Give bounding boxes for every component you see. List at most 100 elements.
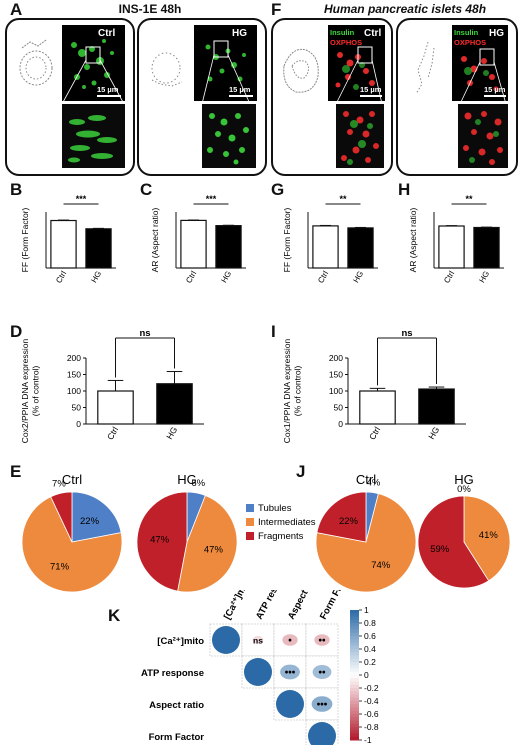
colorbar-tick-label: 1 <box>364 605 369 615</box>
mito-trace-a-hg <box>151 52 183 87</box>
chart-c: AR (Aspect ratio) Ctrl HG *** <box>150 194 246 285</box>
colorbar-step <box>350 642 359 647</box>
colorbar-step <box>350 645 359 650</box>
pie-e-ctrl-slice-fragments <box>50 491 73 543</box>
pie-e-hg-title: HG <box>177 472 197 487</box>
pie-j-ctrl-title: Ctrl <box>356 472 376 487</box>
scale-bar-a-ctrl <box>97 95 121 97</box>
micrograph-f-hg <box>452 25 508 101</box>
ytick-label-d: 200 <box>67 353 81 363</box>
xtick-label-b: HG <box>89 270 103 285</box>
colorbar-step <box>350 688 359 692</box>
stain-label-oxphos-hg: OXPHOS <box>454 38 487 47</box>
ylabel-i: Cox1/PPIA DNA expression <box>282 339 292 444</box>
scale-bar-a-hg <box>229 95 253 97</box>
pie-e-hg-label: 47% <box>150 534 170 545</box>
panel-letter-j: J <box>296 462 306 481</box>
scale-f-hg: 15 µm <box>484 85 506 94</box>
mito-trace-a-ctrl <box>19 39 53 86</box>
legend-swatch-intermediates <box>246 518 254 526</box>
ytick-label-i: 50 <box>334 403 344 413</box>
ytick-label-d: 100 <box>67 386 81 396</box>
bar-d-hg <box>156 383 193 425</box>
mito-trace-f-ctrl <box>283 48 319 93</box>
zoom-lines-a-ctrl <box>62 60 125 105</box>
colorbar-tick-label: 0.8 <box>364 618 376 628</box>
colorbar-step <box>350 639 359 643</box>
panel-letter-h: H <box>398 180 411 199</box>
colorbar-step <box>350 727 359 731</box>
sig-label-i: ns <box>401 330 412 339</box>
bar-b-ctrl <box>50 219 77 269</box>
bar-g-hg <box>347 227 374 269</box>
colorbar-step <box>350 697 359 702</box>
ytick-label-i: 0 <box>338 419 343 429</box>
ylabel-h: AR (Aspect ratio) <box>408 207 418 272</box>
colorbar-step <box>350 652 359 656</box>
micrograph-a-ctrl <box>62 25 125 101</box>
chart-i: Cox1/PPIA DNA expression (% of control) 0 5… <box>282 330 466 444</box>
colorbar-step <box>350 655 359 660</box>
zoom-a-ctrl <box>62 104 125 168</box>
xtick-label-c: HG <box>219 270 233 285</box>
colorbar-step <box>350 720 359 725</box>
panel-letter-i: I <box>271 322 276 341</box>
colorbar-tick-label: 0.6 <box>364 631 376 641</box>
pie-e-hg-slice-fragments <box>136 491 188 592</box>
pie-e-hg-label: 6% <box>191 478 205 489</box>
colorbar-step <box>350 662 359 666</box>
colorbar-step <box>350 714 359 718</box>
bar-h-ctrl <box>438 225 465 269</box>
corr-sig-0-1: ns <box>253 636 263 646</box>
sig-label-g: ** <box>339 194 347 204</box>
colorbar-step <box>350 665 359 669</box>
xtick-label-d: Ctrl <box>105 425 120 442</box>
pie-e-ctrl-label: 7% <box>52 478 66 489</box>
colorbar-step <box>350 717 359 721</box>
legend-label-tubules: Tubules <box>258 503 292 514</box>
chart-h: AR (Aspect ratio) Ctrl HG ** <box>408 194 504 285</box>
corr-circle-0-3 <box>314 634 330 646</box>
corr-circle-0-2 <box>282 634 298 646</box>
panel-letter-c: C <box>140 180 153 199</box>
panel-letter-f: F <box>271 0 282 19</box>
colorbar-tick-label: -0.4 <box>364 696 379 706</box>
xtick-label-h: Ctrl <box>442 269 456 284</box>
colorbar-step <box>350 623 359 627</box>
colorbar-step <box>350 616 359 621</box>
ytick-label-i: 150 <box>329 370 343 380</box>
pie-j-hg-label: 41% <box>479 530 499 541</box>
sig-label-b: *** <box>76 194 87 204</box>
pie-j-ctrl-label: 4% <box>367 477 381 488</box>
pie-e-ctrl-slice-intermediates <box>21 496 123 593</box>
sig-label-c: *** <box>206 194 217 204</box>
pie-e-ctrl-title: Ctrl <box>62 472 82 487</box>
pie-j-hg-label: 59% <box>430 544 450 555</box>
bar-b-hg <box>85 228 112 269</box>
bar-c-ctrl <box>180 219 207 269</box>
bar-i-ctrl <box>359 390 396 425</box>
chart-b: FF (Form Factor) Ctrl HG *** <box>20 194 116 285</box>
colorbar-step <box>350 678 359 682</box>
colorbar-step <box>350 701 359 705</box>
colorbar-step <box>350 671 359 676</box>
pie-e-hg-slice-intermediates <box>177 494 238 593</box>
xtick-label-h: HG <box>477 270 491 285</box>
colorbar-tick-label: -0.2 <box>364 683 379 693</box>
ytick-label-d: 50 <box>72 403 82 413</box>
panel-letter-b: B <box>10 180 23 199</box>
scale-a-hg: 15 µm <box>229 85 251 94</box>
panel-letter-e: E <box>10 462 22 481</box>
chart-d: Cox2/PPIA DNA expression (% of control) 0 5… <box>20 330 204 443</box>
colorbar-step <box>350 710 359 715</box>
xtick-label-c: Ctrl <box>184 269 198 284</box>
colorbar-step <box>350 736 359 741</box>
stain-label-oxphos-ctrl: OXPHOS <box>330 38 363 47</box>
ylabel-b: FF (Form Factor) <box>20 207 30 272</box>
zoom-f-ctrl <box>336 104 384 168</box>
stain-label-insulin-ctrl: Insulin <box>330 28 355 37</box>
corr-circle-0-0 <box>212 626 240 654</box>
panel-a-title: INS-1E 48h <box>118 2 182 16</box>
ylabel-d: (% of control) <box>31 366 41 417</box>
legend-swatch-tubules <box>246 504 254 512</box>
